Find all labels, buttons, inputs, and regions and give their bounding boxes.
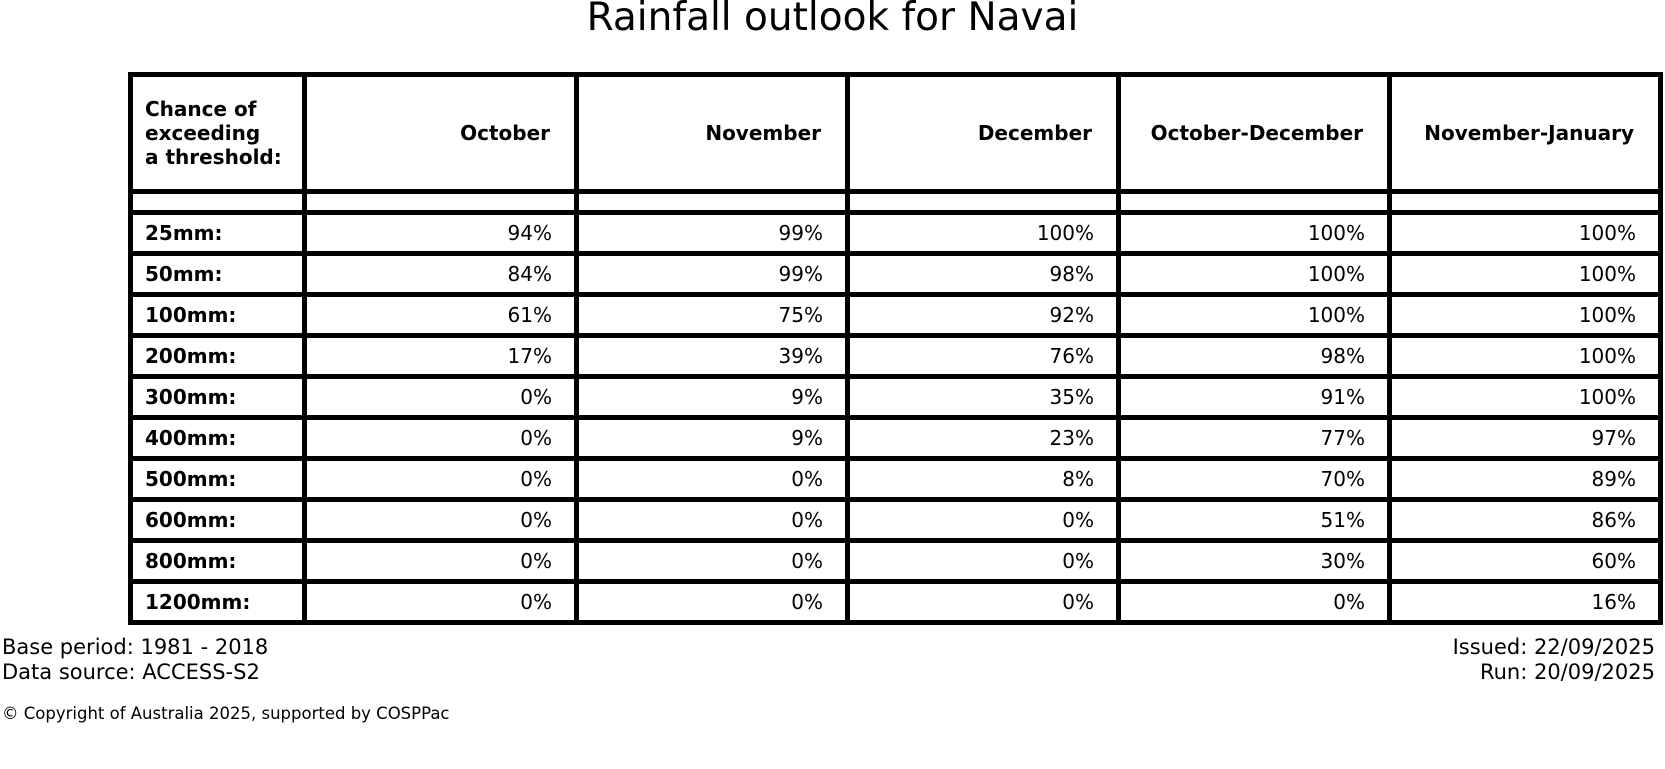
spacer-cell xyxy=(1387,189,1663,215)
table-row: 800mm: 0% 0% 0% 30% 60% xyxy=(128,538,1663,584)
threshold-label: 600mm: xyxy=(128,497,307,543)
probability-value: 30% xyxy=(1116,538,1392,584)
probability-value: 9% xyxy=(574,374,850,420)
threshold-label: 400mm: xyxy=(128,415,307,461)
probability-value: 84% xyxy=(302,251,579,297)
probability-value: 60% xyxy=(1387,538,1663,584)
footer-left-block: Base period: 1981 - 2018 Data source: AC… xyxy=(2,635,268,685)
probability-value: 0% xyxy=(574,456,850,502)
threshold-label: 200mm: xyxy=(128,333,307,379)
table-row: 1200mm: 0% 0% 0% 0% 16% xyxy=(128,579,1663,625)
probability-value: 0% xyxy=(845,538,1121,584)
probability-value: 100% xyxy=(845,210,1121,256)
probability-value: 39% xyxy=(574,333,850,379)
probability-value: 0% xyxy=(302,538,579,584)
footer-right-block: Issued: 22/09/2025 Run: 20/09/2025 xyxy=(1453,635,1655,685)
probability-value: 0% xyxy=(302,415,579,461)
probability-value: 89% xyxy=(1387,456,1663,502)
probability-value: 0% xyxy=(302,456,579,502)
footer-run: Run: 20/09/2025 xyxy=(1479,660,1655,684)
probability-value: 98% xyxy=(845,251,1121,297)
table-row: 500mm: 0% 0% 8% 70% 89% xyxy=(128,456,1663,502)
probability-value: 0% xyxy=(302,579,579,625)
column-header-december: December xyxy=(845,72,1121,194)
threshold-label: 1200mm: xyxy=(128,579,307,625)
probability-value: 0% xyxy=(302,497,579,543)
probability-value: 23% xyxy=(845,415,1121,461)
probability-value: 100% xyxy=(1387,210,1663,256)
spacer-cell xyxy=(302,189,579,215)
column-header-november-january: November-January xyxy=(1387,72,1663,194)
table-row: 600mm: 0% 0% 0% 51% 86% xyxy=(128,497,1663,543)
footer-issued: Issued: 22/09/2025 xyxy=(1452,635,1655,659)
probability-value: 70% xyxy=(1116,456,1392,502)
table-row: 100mm: 61% 75% 92% 100% 100% xyxy=(128,292,1663,338)
probability-value: 97% xyxy=(1387,415,1663,461)
table-row: 200mm: 17% 39% 76% 98% 100% xyxy=(128,333,1663,379)
footer-base-period: Base period: 1981 - 2018 xyxy=(2,635,269,659)
probability-value: 35% xyxy=(845,374,1121,420)
table-row: 300mm: 0% 9% 35% 91% 100% xyxy=(128,374,1663,420)
probability-value: 75% xyxy=(574,292,850,338)
probability-value: 76% xyxy=(845,333,1121,379)
probability-value: 86% xyxy=(1387,497,1663,543)
probability-value: 51% xyxy=(1116,497,1392,543)
probability-value: 8% xyxy=(845,456,1121,502)
threshold-label: 25mm: xyxy=(128,210,307,256)
table-row: 25mm: 94% 99% 100% 100% 100% xyxy=(128,210,1663,256)
probability-value: 17% xyxy=(302,333,579,379)
probability-value: 94% xyxy=(302,210,579,256)
probability-value: 100% xyxy=(1116,292,1392,338)
probability-value: 0% xyxy=(302,374,579,420)
threshold-label: 50mm: xyxy=(128,251,307,297)
probability-value: 100% xyxy=(1387,374,1663,420)
probability-value: 0% xyxy=(574,538,850,584)
probability-value: 100% xyxy=(1387,251,1663,297)
probability-value: 0% xyxy=(574,497,850,543)
probability-value: 0% xyxy=(574,579,850,625)
probability-value: 77% xyxy=(1116,415,1392,461)
table-body: 25mm: 94% 99% 100% 100% 100% 50mm: 84% 99% 98% 100… xyxy=(128,210,1663,625)
probability-value: 99% xyxy=(574,251,850,297)
column-header-october-december: October-December xyxy=(1116,72,1392,194)
probability-value: 0% xyxy=(845,579,1121,625)
probability-value: 0% xyxy=(845,497,1121,543)
column-header-november: November xyxy=(574,72,850,194)
spacer-cell xyxy=(845,189,1121,215)
probability-value: 100% xyxy=(1116,251,1392,297)
probability-value: 16% xyxy=(1387,579,1663,625)
threshold-label: 800mm: xyxy=(128,538,307,584)
probability-value: 0% xyxy=(1116,579,1392,625)
probability-value: 61% xyxy=(302,292,579,338)
table-header-row: Chance of exceeding a threshold: October… xyxy=(128,72,1663,194)
probability-value: 100% xyxy=(1387,333,1663,379)
table-row: 50mm: 84% 99% 98% 100% 100% xyxy=(128,251,1663,297)
column-header-threshold: Chance of exceeding a threshold: xyxy=(128,72,307,194)
spacer-cell xyxy=(128,189,307,215)
probability-value: 100% xyxy=(1116,210,1392,256)
column-header-october: October xyxy=(302,72,579,194)
probability-value: 98% xyxy=(1116,333,1392,379)
probability-value: 92% xyxy=(845,292,1121,338)
footer-copyright: © Copyright of Australia 2025, supported… xyxy=(2,704,450,723)
probability-value: 99% xyxy=(574,210,850,256)
footer-data-source: Data source: ACCESS-S2 xyxy=(2,660,260,684)
threshold-label: 300mm: xyxy=(128,374,307,420)
spacer-row xyxy=(128,189,1663,215)
probability-value: 100% xyxy=(1387,292,1663,338)
table-row: 400mm: 0% 9% 23% 77% 97% xyxy=(128,415,1663,461)
threshold-label: 100mm: xyxy=(128,292,307,338)
rainfall-outlook-table: Chance of exceeding a threshold: October… xyxy=(128,72,1663,625)
probability-value: 9% xyxy=(574,415,850,461)
spacer-cell xyxy=(574,189,850,215)
spacer-cell xyxy=(1116,189,1392,215)
page-title: Rainfall outlook for Navai xyxy=(586,0,1079,40)
probability-value: 91% xyxy=(1116,374,1392,420)
threshold-label: 500mm: xyxy=(128,456,307,502)
